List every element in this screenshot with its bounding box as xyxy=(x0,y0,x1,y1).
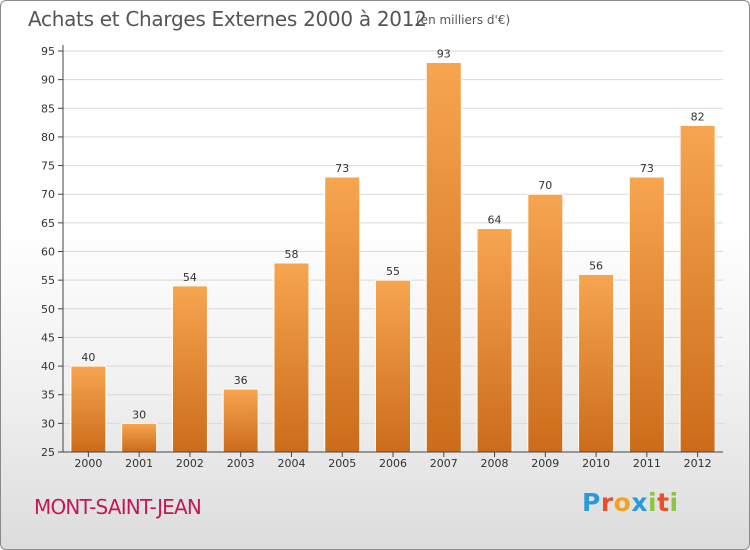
logo-letter: P xyxy=(582,488,601,517)
labels: 25 30 35 40 45 50 55 60 65 70 75 80 85 90 95 40 2000 30 20… xyxy=(41,45,712,470)
bar-value-label: 36 xyxy=(234,374,248,387)
x-tick-label: 2004 xyxy=(277,457,305,470)
y-tick-label: 80 xyxy=(41,131,55,144)
bar xyxy=(578,273,615,453)
y-tick-label: 75 xyxy=(41,160,55,173)
bar xyxy=(70,365,107,453)
bar-value-label: 93 xyxy=(437,47,451,60)
y-tick-label: 40 xyxy=(41,360,55,373)
x-tick-label: 2011 xyxy=(633,457,661,470)
y-tick-label: 90 xyxy=(41,74,55,87)
x-tick-label: 2002 xyxy=(176,457,204,470)
y-tick-label: 25 xyxy=(41,446,55,459)
bar xyxy=(628,176,665,453)
bar xyxy=(324,176,361,453)
x-tick-label: 2005 xyxy=(328,457,356,470)
bar-value-label: 58 xyxy=(284,248,298,261)
y-tick-label: 30 xyxy=(41,417,55,430)
bar xyxy=(375,279,411,453)
bar-value-label: 73 xyxy=(640,162,654,175)
bar xyxy=(425,61,462,453)
logo-letter: i xyxy=(669,488,679,517)
y-tick-label: 85 xyxy=(41,102,55,115)
logo-letter: i xyxy=(648,488,658,517)
bars xyxy=(70,61,716,453)
logo-letter: x xyxy=(631,488,648,517)
bar-value-label: 30 xyxy=(132,408,146,421)
bar xyxy=(679,124,716,453)
logo-letter: t xyxy=(657,488,670,517)
bar-value-label: 56 xyxy=(589,259,603,272)
y-tick-label: 45 xyxy=(41,331,55,344)
bar-value-label: 55 xyxy=(386,265,400,278)
y-tick-label: 95 xyxy=(41,45,55,58)
bar-value-label: 64 xyxy=(488,214,502,227)
x-tick-label: 2008 xyxy=(481,457,509,470)
bar xyxy=(476,228,513,453)
logo-letter: o xyxy=(613,488,632,517)
y-tick-label: 50 xyxy=(41,303,55,316)
x-tick-label: 2009 xyxy=(531,457,559,470)
x-tick-label: 2006 xyxy=(379,457,407,470)
x-tick-label: 2012 xyxy=(684,457,712,470)
logo-letter: r xyxy=(600,488,614,517)
x-tick-label: 2001 xyxy=(125,457,153,470)
axes xyxy=(58,45,723,457)
bar xyxy=(273,262,310,453)
bar xyxy=(222,388,259,453)
bar-value-label: 54 xyxy=(183,271,197,284)
x-tick-label: 2007 xyxy=(430,457,458,470)
x-tick-label: 2003 xyxy=(227,457,255,470)
chart-title: Achats et Charges Externes 2000 à 2012 xyxy=(28,7,427,31)
x-tick-label: 2010 xyxy=(582,457,610,470)
bar-value-label: 40 xyxy=(81,351,95,364)
y-tick-label: 35 xyxy=(41,389,55,402)
y-tick-label: 65 xyxy=(41,217,55,230)
bar xyxy=(121,422,158,453)
x-tick-label: 2000 xyxy=(74,457,102,470)
bar-value-label: 73 xyxy=(335,162,349,175)
chart-subtitle: (en milliers d'€) xyxy=(416,13,511,27)
bar xyxy=(171,285,208,453)
y-tick-label: 60 xyxy=(41,246,55,259)
bar-value-label: 82 xyxy=(691,110,705,123)
proxiti-logo: Proxiti xyxy=(582,488,679,517)
bar xyxy=(527,193,564,453)
y-tick-label: 55 xyxy=(41,274,55,287)
bar-value-label: 70 xyxy=(538,179,552,192)
y-tick-label: 70 xyxy=(41,188,55,201)
commune-name: MONT-SAINT-JEAN xyxy=(34,495,202,519)
